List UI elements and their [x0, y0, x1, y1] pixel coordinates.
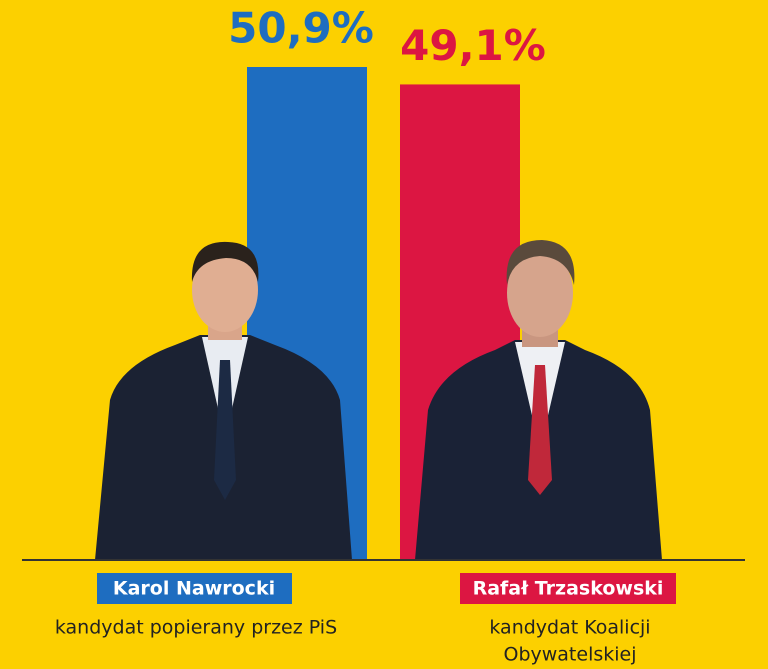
- value-label: 50,9%: [228, 4, 374, 53]
- candidate-name: Rafał Trzaskowski: [473, 578, 664, 600]
- candidate-description: kandydat popierany przez PiS: [55, 617, 337, 639]
- value-label: 49,1%: [400, 21, 546, 70]
- photos: [95, 240, 662, 560]
- candidate-name: Karol Nawrocki: [113, 578, 275, 600]
- name-box: [97, 573, 292, 604]
- name-box: [460, 573, 676, 604]
- candidate-description: Obywatelskiej: [503, 644, 636, 666]
- photo-person-right: [415, 240, 662, 560]
- photo-person-left: [95, 241, 352, 560]
- candidate-description: kandydat Koalicji: [489, 617, 650, 639]
